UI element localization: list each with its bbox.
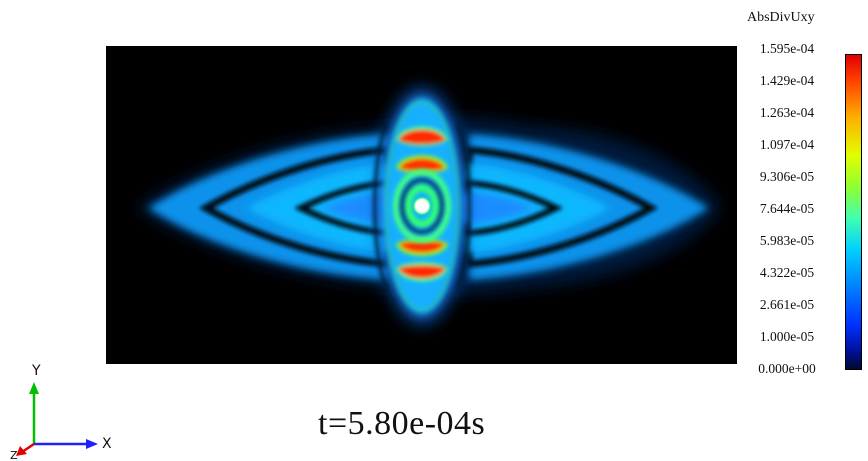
legend-tick: 1.000e-05 xyxy=(759,329,815,344)
legend-title: AbsDivUxy xyxy=(747,10,815,25)
y-axis-label: Y xyxy=(31,363,41,379)
z-axis-label: Z xyxy=(10,449,18,460)
time-label: t=5.80e-04s xyxy=(318,405,486,442)
legend-tick: 4.322e-05 xyxy=(759,265,815,280)
colorbar xyxy=(845,54,862,370)
legend-tick: 0.000e+00 xyxy=(758,361,816,376)
legend-tick: 7.644e-05 xyxy=(759,201,815,216)
legend-tick: 1.263e-04 xyxy=(759,105,815,120)
y-axis-arrow xyxy=(29,382,39,444)
field-plot xyxy=(106,46,737,364)
legend-tick: 1.097e-04 xyxy=(759,137,815,152)
x-axis-label: X xyxy=(102,436,112,452)
legend-tick: 1.429e-04 xyxy=(759,73,815,88)
legend-tick: 9.306e-05 xyxy=(759,169,815,184)
axes-orientation-triad: Y X Z xyxy=(10,363,112,460)
legend-tick: 5.983e-05 xyxy=(759,233,815,248)
z-axis-arrow xyxy=(16,442,35,456)
legend-tick-labels: 1.595e-04 1.429e-04 1.263e-04 1.097e-04 … xyxy=(737,41,837,381)
field-plot-image xyxy=(106,46,737,364)
legend-tick: 1.595e-04 xyxy=(759,41,815,56)
legend-tick: 2.661e-05 xyxy=(759,297,815,312)
x-axis-arrow xyxy=(34,439,98,449)
